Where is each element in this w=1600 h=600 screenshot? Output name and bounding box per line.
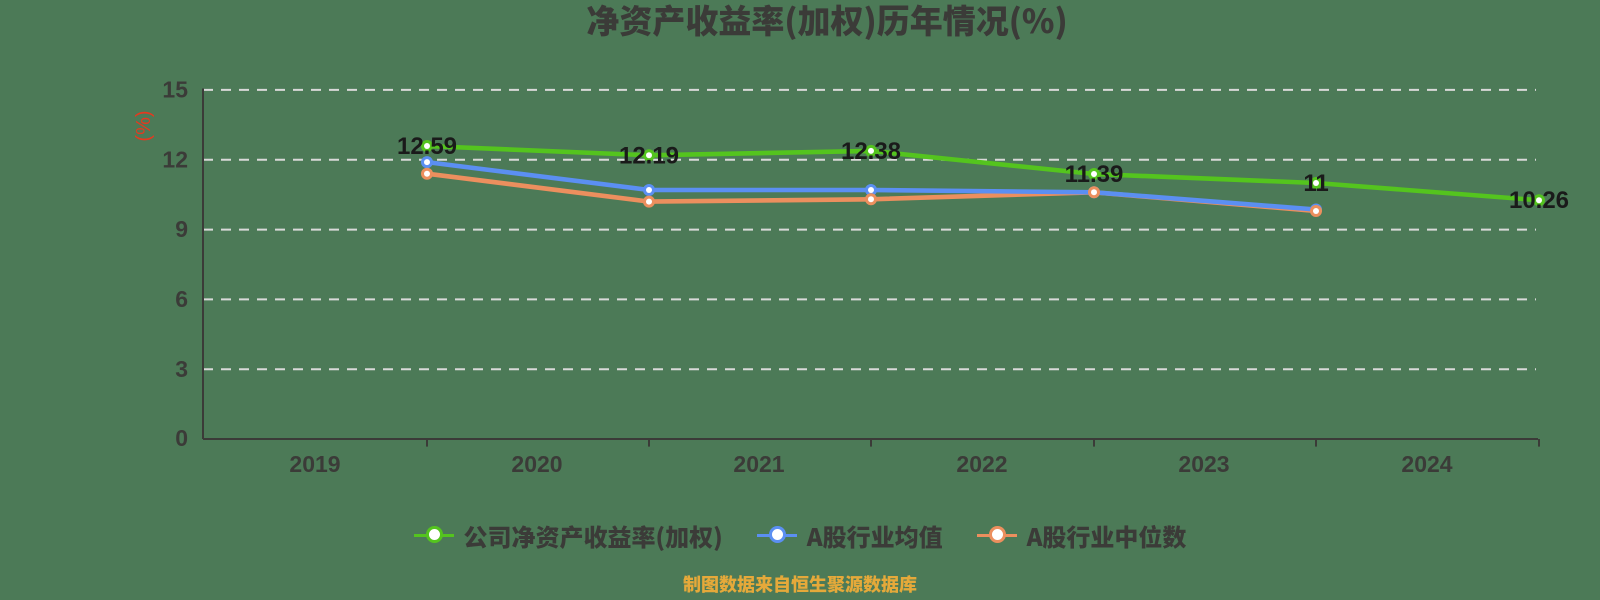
svg-text:2021: 2021 xyxy=(733,451,784,477)
svg-text:2020: 2020 xyxy=(511,451,562,477)
svg-text:6: 6 xyxy=(175,286,188,312)
svg-text:0: 0 xyxy=(175,425,188,451)
svg-text:2022: 2022 xyxy=(956,451,1007,477)
svg-text:9: 9 xyxy=(175,216,188,242)
svg-text:2023: 2023 xyxy=(1178,451,1229,477)
svg-text:10.26: 10.26 xyxy=(1509,187,1569,214)
svg-text:2019: 2019 xyxy=(289,451,340,477)
svg-text:3: 3 xyxy=(175,356,188,382)
svg-text:12: 12 xyxy=(162,146,188,172)
svg-text:11.39: 11.39 xyxy=(1065,161,1124,188)
svg-text:12.19: 12.19 xyxy=(619,142,679,169)
svg-text:12.38: 12.38 xyxy=(841,138,901,165)
svg-text:净资产收益率(加权)历年情况(%): 净资产收益率(加权)历年情况(%) xyxy=(586,0,1067,43)
svg-text:2024: 2024 xyxy=(1401,451,1452,477)
svg-text:11: 11 xyxy=(1303,170,1328,197)
svg-text:(%): (%) xyxy=(133,110,155,141)
svg-text:12.59: 12.59 xyxy=(397,133,457,160)
svg-text:15: 15 xyxy=(162,77,188,103)
